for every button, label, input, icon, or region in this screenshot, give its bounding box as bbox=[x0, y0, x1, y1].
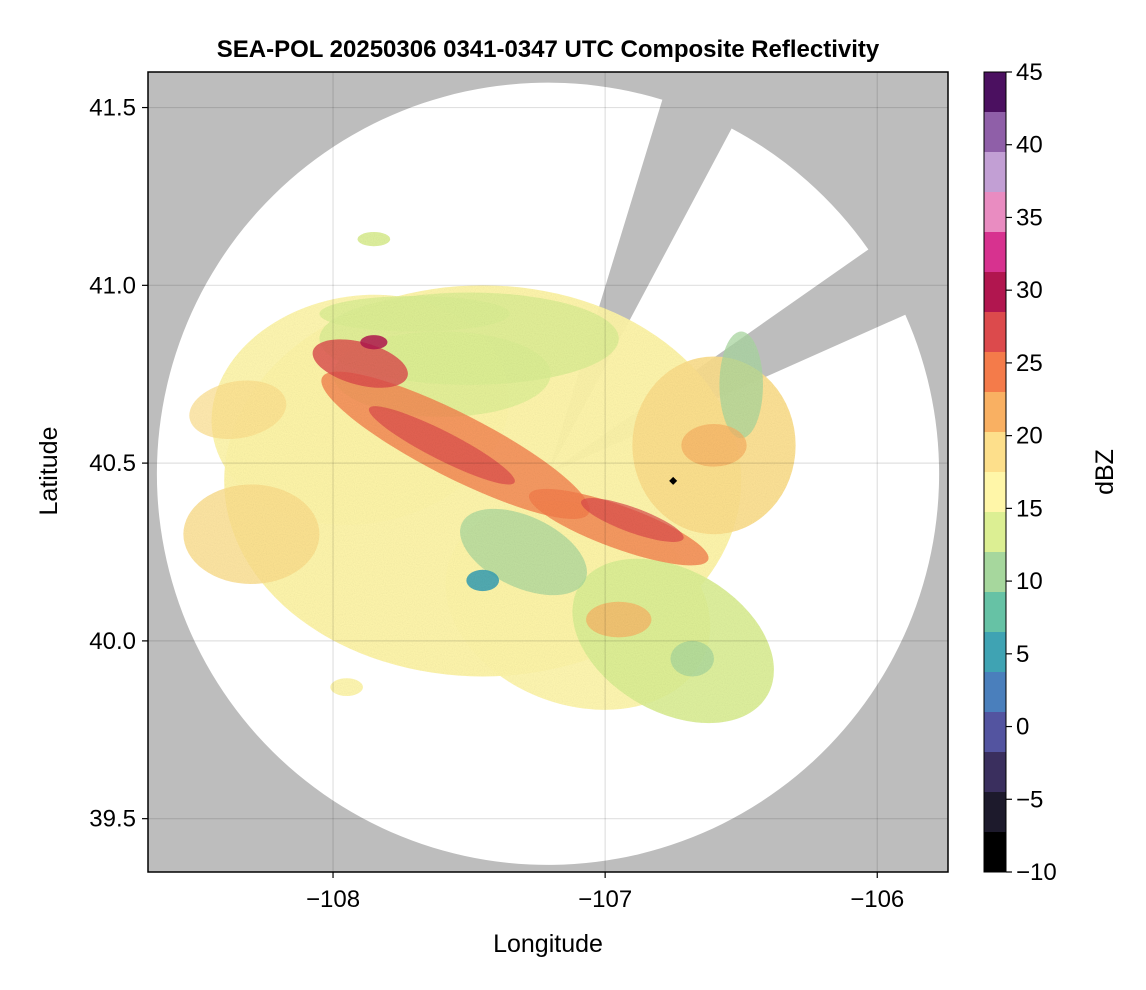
reflectivity-field bbox=[183, 232, 796, 724]
x-tick-label: −108 bbox=[306, 886, 360, 913]
colorbar-tick-label: 10 bbox=[1016, 568, 1043, 595]
colorbar-tick-label: 40 bbox=[1016, 132, 1043, 159]
echo-cell bbox=[681, 424, 747, 467]
y-axis: 39.5 40.0 40.5 41.0 41.5 bbox=[89, 95, 148, 833]
echo-cell bbox=[312, 339, 408, 388]
echo-cell bbox=[572, 558, 774, 724]
y-tick-label: 39.5 bbox=[89, 806, 136, 833]
echo-cell bbox=[189, 380, 287, 440]
echo-cell bbox=[719, 331, 763, 439]
colorbar-tick-label: 45 bbox=[1016, 59, 1043, 86]
echo-cell bbox=[357, 232, 391, 247]
station-marker bbox=[669, 476, 678, 485]
colorbar bbox=[983, 71, 1007, 873]
colorbar-ticks: −10 −5 0 5 10 15 20 25 30 35 40 45 bbox=[1006, 59, 1057, 886]
x-tick-label: −106 bbox=[850, 886, 904, 913]
colorbar-tick-label: −5 bbox=[1016, 786, 1043, 813]
colorbar-tick-label: 15 bbox=[1016, 495, 1043, 522]
y-tick-label: 41.0 bbox=[89, 272, 136, 299]
colorbar-tick-label: 20 bbox=[1016, 423, 1043, 450]
echo-cell bbox=[319, 296, 510, 332]
y-tick-label: 40.5 bbox=[89, 450, 136, 477]
x-axis: −108 −107 −106 bbox=[306, 872, 904, 913]
echo-cell bbox=[670, 640, 714, 677]
colorbar-label: dBZ bbox=[1091, 449, 1119, 495]
chart-title: SEA-POL 20250306 0341-0347 UTC Composite… bbox=[217, 36, 880, 63]
colorbar-tick-label: 5 bbox=[1016, 641, 1029, 668]
y-axis-label: Latitude bbox=[35, 427, 63, 516]
colorbar-tick-label: 0 bbox=[1016, 714, 1029, 741]
colorbar-tick-label: 25 bbox=[1016, 350, 1043, 377]
y-tick-label: 41.5 bbox=[89, 95, 136, 122]
plot-frame bbox=[147, 71, 949, 873]
echo-cell bbox=[586, 601, 652, 638]
echo-cell bbox=[368, 406, 515, 485]
echo-cell bbox=[466, 569, 500, 592]
echo-cell bbox=[581, 498, 684, 542]
grid-lines bbox=[148, 72, 948, 872]
colorbar-tick-label: 35 bbox=[1016, 204, 1043, 231]
colorbar-tick-label: 30 bbox=[1016, 277, 1043, 304]
x-tick-label: −107 bbox=[578, 886, 632, 913]
echo-cell bbox=[360, 335, 388, 350]
echo-cell bbox=[330, 678, 363, 696]
echo-cell bbox=[183, 484, 320, 584]
y-tick-label: 40.0 bbox=[89, 628, 136, 655]
x-axis-label: Longitude bbox=[493, 930, 603, 958]
colorbar-tick-label: −10 bbox=[1016, 859, 1057, 886]
